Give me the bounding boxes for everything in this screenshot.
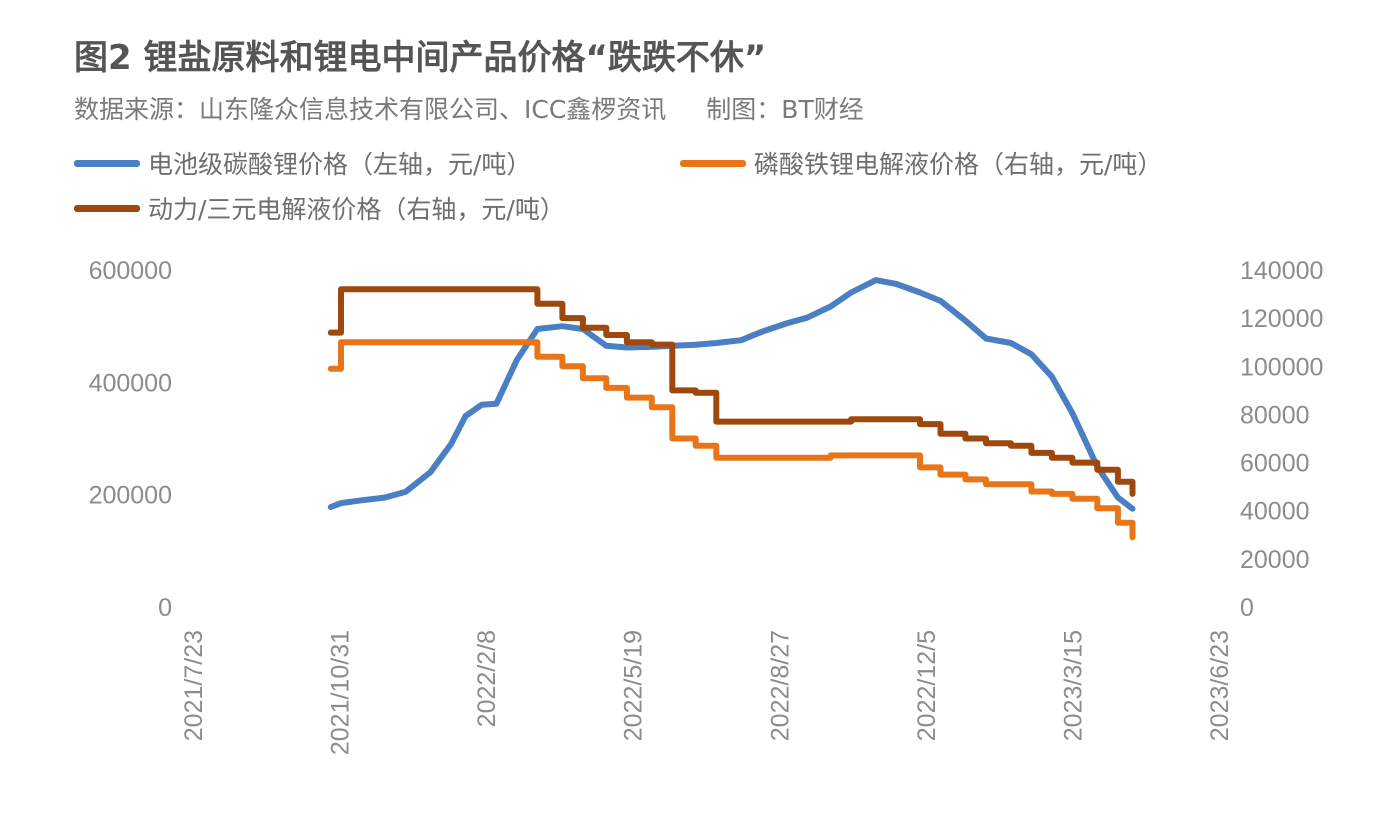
right-axis-tick: 60000	[1240, 450, 1310, 478]
legend-swatch-brown-icon	[74, 204, 140, 212]
left-y-axis: 600000 400000 200000 0	[89, 257, 172, 622]
left-axis-tick: 400000	[89, 369, 172, 397]
right-axis-tick: 0	[1240, 594, 1254, 622]
x-axis-tick: 2023/3/15	[1059, 630, 1087, 741]
legend-item-lfp-electrolyte: 磷酸铁锂电解液价格（右轴，元/吨）	[680, 145, 1162, 181]
series-line-1	[327, 339, 1136, 541]
x-axis-tick: 2022/2/8	[473, 630, 501, 727]
x-axis-tick: 2021/10/31	[327, 630, 355, 755]
right-axis-tick: 20000	[1240, 546, 1310, 574]
right-axis-tick: 140000	[1240, 257, 1323, 285]
series-line-2	[327, 286, 1136, 497]
x-axis-tick: 2022/5/19	[620, 630, 648, 741]
legend-swatch-orange-icon	[680, 159, 746, 167]
right-axis-tick: 100000	[1240, 353, 1323, 381]
data-source-text: 数据来源：山东隆众信息技术有限公司、ICC鑫椤资讯	[74, 95, 667, 124]
chart-source: 数据来源：山东隆众信息技术有限公司、ICC鑫椤资讯 制图：BT财经	[74, 90, 864, 126]
x-axis-tick: 2022/8/27	[766, 630, 794, 741]
chart-title: 图2 锂盐原料和锂电中间产品价格“跌跌不休”	[74, 38, 767, 78]
legend-label: 动力/三元电解液价格（右轴，元/吨）	[148, 195, 565, 224]
series-lines	[327, 277, 1136, 541]
left-axis-tick: 600000	[89, 257, 172, 285]
right-axis-tick: 40000	[1240, 498, 1310, 526]
x-axis-tick: 2023/6/23	[1206, 630, 1234, 741]
right-axis-tick: 120000	[1240, 305, 1323, 333]
series-line-0	[327, 277, 1136, 512]
right-y-axis: 140000 120000 100000 80000 60000 40000 20000 0	[1240, 257, 1323, 622]
legend-item-ternary-electrolyte: 动力/三元电解液价格（右轴，元/吨）	[74, 190, 565, 226]
left-axis-tick: 0	[158, 594, 172, 622]
x-axis-tick: 2022/12/5	[913, 630, 941, 741]
legend-label: 磷酸铁锂电解液价格（右轴，元/吨）	[754, 150, 1163, 179]
x-axis: 2021/7/23 2021/10/31 2022/2/8 2022/5/19 2022…	[180, 630, 1234, 755]
legend-label: 电池级碳酸锂价格（左轴，元/吨）	[148, 150, 532, 179]
chart-maker-text: 制图：BT财经	[706, 95, 864, 124]
legend-swatch-blue-icon	[74, 159, 140, 167]
left-axis-tick: 200000	[89, 482, 172, 510]
right-axis-tick: 80000	[1240, 401, 1310, 429]
legend-item-lithium-carbonate: 电池级碳酸锂价格（左轴，元/吨）	[74, 145, 531, 181]
x-axis-tick: 2021/7/23	[180, 630, 208, 741]
